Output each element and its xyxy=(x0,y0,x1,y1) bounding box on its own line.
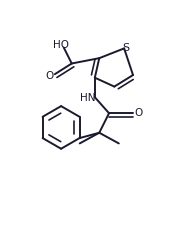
Text: HO: HO xyxy=(53,40,69,50)
Text: O: O xyxy=(46,70,54,80)
Text: HN: HN xyxy=(80,92,95,102)
Text: S: S xyxy=(123,43,130,53)
Text: O: O xyxy=(134,108,142,118)
